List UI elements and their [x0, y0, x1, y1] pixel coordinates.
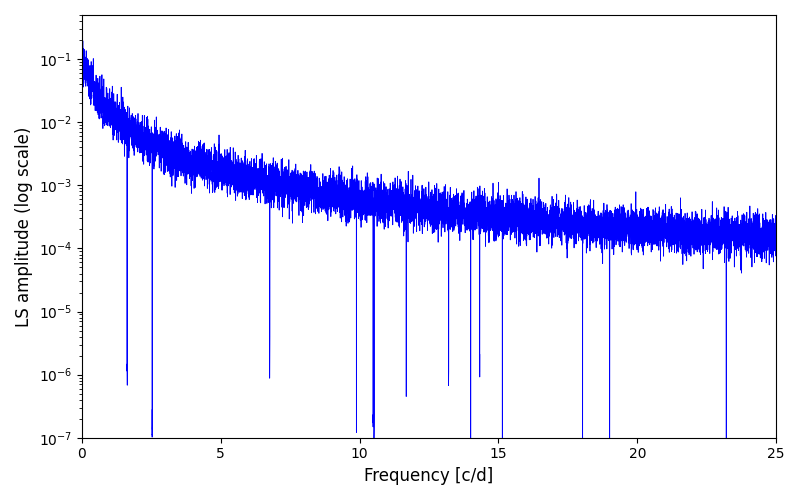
Y-axis label: LS amplitude (log scale): LS amplitude (log scale) — [15, 126, 33, 326]
X-axis label: Frequency [c/d]: Frequency [c/d] — [364, 467, 494, 485]
